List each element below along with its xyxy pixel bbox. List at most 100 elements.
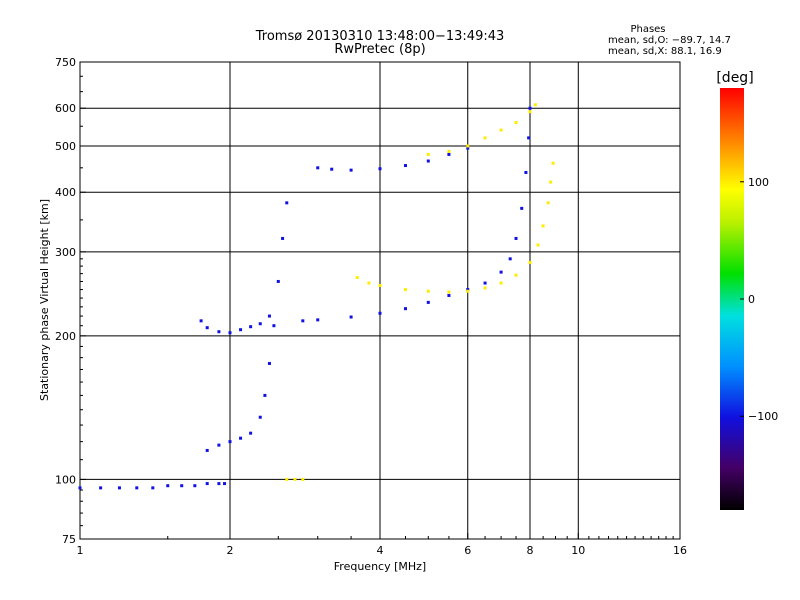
data-point: [239, 436, 243, 440]
data-point: [349, 168, 353, 172]
data-point: [267, 361, 271, 365]
x-tick-label: 6: [464, 544, 471, 557]
colorbar-tick-label: −100: [748, 410, 778, 423]
data-point: [349, 315, 353, 319]
data-point: [514, 273, 518, 277]
x-tick-label: 2: [227, 544, 234, 557]
data-point: [447, 152, 451, 156]
data-point: [285, 201, 289, 205]
data-point: [316, 166, 320, 170]
data-point: [228, 331, 232, 335]
x-axis: 1 2 4 6 8 10 16: [77, 533, 687, 557]
data-point: [316, 318, 320, 322]
x-tick-label: 16: [673, 544, 687, 557]
data-point: [281, 236, 285, 240]
data-point: [551, 161, 555, 165]
x-tick-label: 1: [77, 544, 84, 557]
data-point: [223, 482, 227, 486]
data-point: [483, 286, 487, 290]
data-point: [151, 486, 155, 490]
data-point: [293, 477, 297, 481]
data-point: [249, 431, 253, 435]
data-point: [330, 167, 334, 171]
data-point: [524, 170, 528, 174]
grid-lines: [80, 62, 680, 539]
colorbar-label: [deg]: [716, 70, 753, 86]
data-point: [217, 443, 221, 447]
data-point: [276, 279, 280, 283]
x-axis-label: Frequency [MHz]: [334, 560, 426, 573]
data-point: [528, 110, 532, 114]
colorbar-tick-label: 100: [748, 176, 769, 189]
data-point: [514, 236, 518, 240]
data-point: [217, 330, 221, 334]
data-point: [403, 164, 407, 168]
data-point: [447, 149, 451, 153]
data-point: [483, 136, 487, 140]
data-point: [205, 326, 209, 330]
data-point: [528, 106, 532, 110]
stats-x-line: mean, sd,X: 88.1, 16.9: [608, 46, 722, 57]
colorbar: [deg] 100 0 −100: [716, 70, 778, 510]
data-point: [239, 328, 243, 332]
data-point: [258, 415, 262, 419]
data-point: [533, 103, 537, 107]
data-point: [426, 300, 430, 304]
data-point: [135, 486, 139, 490]
data-point: [536, 243, 540, 247]
data-point: [466, 289, 470, 293]
data-point: [447, 293, 451, 297]
data-point: [549, 180, 553, 184]
data-point: [466, 146, 470, 150]
data-point: [301, 319, 305, 323]
y-tick-label: 75: [62, 533, 76, 546]
data-point: [78, 486, 82, 490]
chart-title: Tromsø 20130310 13:48:00−13:49:43: [255, 29, 505, 44]
data-point: [426, 152, 430, 156]
data-point: [378, 167, 382, 171]
data-point: [528, 260, 532, 264]
y-tick-label: 500: [55, 140, 76, 153]
data-point: [301, 477, 305, 481]
data-point: [378, 311, 382, 315]
data-point: [258, 322, 262, 326]
data-point: [499, 128, 503, 132]
y-axis: 75 100 200 300 400 500 600 750: [55, 56, 86, 546]
data-point: [541, 224, 545, 228]
y-tick-label: 300: [55, 246, 76, 259]
x-tick-label: 4: [377, 544, 384, 557]
data-point: [205, 448, 209, 452]
data-point: [466, 144, 470, 148]
data-point: [546, 201, 550, 205]
plot-area: 1 2 4 6 8 10 16 75 100 200 300 400 500 600 750: [55, 56, 687, 557]
data-point: [466, 288, 470, 292]
y-tick-label: 400: [55, 186, 76, 199]
stats-heading: Phases: [630, 24, 665, 35]
data-point: [508, 257, 512, 261]
data-point: [249, 325, 253, 329]
data-point: [99, 486, 103, 490]
data-point: [514, 121, 518, 125]
data-point: [193, 484, 197, 488]
y-tick-label: 100: [55, 473, 76, 486]
data-point: [527, 136, 531, 140]
y-axis-label: Stationary phase Virtual Height [km]: [38, 199, 51, 401]
data-point: [499, 270, 503, 274]
data-point: [499, 281, 503, 285]
data-point: [483, 281, 487, 285]
colorbar-ticks: 100 0 −100: [740, 176, 778, 423]
data-point: [285, 477, 289, 481]
data-point: [426, 289, 430, 293]
y-tick-label: 200: [55, 330, 76, 343]
data-point: [378, 283, 382, 287]
data-point: [403, 307, 407, 311]
stats-o-line: mean, sd,O: −89.7, 14.7: [608, 35, 731, 46]
data-point: [520, 206, 524, 210]
data-point: [117, 486, 121, 490]
data-point: [272, 324, 276, 328]
data-point: [447, 290, 451, 294]
chart-subtitle: RwPretec (8p): [334, 42, 425, 57]
data-point: [263, 393, 267, 397]
data-point: [367, 281, 371, 285]
